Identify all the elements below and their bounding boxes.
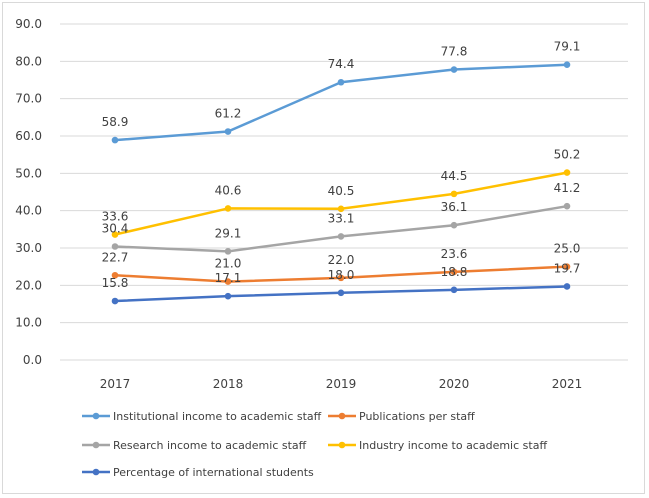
legend-label: Percentage of international students — [113, 466, 314, 479]
data-label: 30.4 — [102, 222, 129, 236]
data-label: 33.1 — [328, 211, 355, 225]
legend-item: Percentage of international students — [82, 466, 314, 479]
legend-marker — [338, 441, 346, 449]
data-point — [224, 292, 232, 300]
data-point — [337, 274, 345, 282]
data-point — [337, 289, 345, 297]
data-label: 17.1 — [215, 271, 242, 285]
data-label: 25.0 — [554, 242, 581, 256]
data-label: 15.8 — [102, 276, 129, 290]
gridlines — [60, 23, 628, 361]
data-label: 58.9 — [102, 115, 129, 129]
data-point — [563, 61, 571, 68]
y-tick-label: 60.0 — [15, 129, 42, 143]
data-point — [111, 243, 119, 250]
data-point — [111, 297, 119, 305]
data-point — [337, 78, 345, 86]
legend-item: Industry income to academic staff — [328, 439, 547, 452]
data-point — [450, 268, 458, 276]
data-label: 23.6 — [441, 247, 468, 261]
data-label: 41.2 — [554, 181, 581, 195]
data-label: 61.2 — [215, 107, 242, 121]
y-tick-label: 90.0 — [15, 17, 42, 31]
x-tick-label: 2019 — [326, 377, 357, 391]
data-label: 22.7 — [102, 250, 129, 264]
legend-item: Publications per staff — [328, 410, 475, 423]
data-point — [337, 205, 345, 213]
data-point — [450, 190, 458, 198]
data-label: 33.6 — [102, 210, 129, 224]
data-point — [224, 278, 232, 285]
y-tick-label: 0.0 — [23, 353, 42, 367]
data-point — [111, 231, 119, 238]
legend-label: Institutional income to academic staff — [113, 410, 322, 423]
data-label: 36.1 — [441, 200, 468, 214]
series-lines — [111, 61, 571, 305]
data-label: 40.5 — [328, 184, 355, 198]
legend-marker — [92, 468, 100, 476]
data-label: 29.1 — [215, 226, 242, 240]
legend-marker — [92, 441, 100, 449]
data-label: 19.7 — [554, 261, 581, 275]
data-label: 77.8 — [441, 45, 468, 59]
data-point — [111, 136, 119, 144]
legend-label: Industry income to academic staff — [359, 439, 547, 452]
y-tick-label: 20.0 — [15, 278, 42, 292]
data-point — [450, 66, 458, 73]
data-point — [563, 283, 571, 290]
y-axis: 0.0 10.0 20.0 30.0 40.0 50.0 60.0 70.0 80.0 90.0 — [15, 17, 42, 367]
data-point — [224, 248, 232, 255]
x-tick-label: 2018 — [213, 377, 244, 391]
data-label: 18.8 — [441, 265, 468, 279]
data-point — [337, 233, 345, 240]
y-tick-label: 70.0 — [15, 92, 42, 106]
legend-marker — [92, 412, 100, 420]
y-tick-label: 30.0 — [15, 241, 42, 255]
y-tick-label: 50.0 — [15, 166, 42, 180]
legend-label: Publications per staff — [359, 410, 475, 423]
data-point — [450, 286, 458, 294]
x-tick-label: 2020 — [439, 377, 470, 391]
data-label: 40.6 — [215, 183, 242, 197]
data-label: 18.0 — [328, 268, 355, 282]
data-point — [224, 128, 232, 135]
y-tick-label: 80.0 — [15, 54, 42, 68]
data-point — [111, 271, 119, 279]
x-tick-label: 2021 — [552, 377, 583, 391]
y-tick-label: 10.0 — [15, 316, 42, 330]
data-label: 44.5 — [441, 169, 468, 183]
legend-item: Institutional income to academic staff — [82, 410, 322, 423]
legend-item: Research income to academic staff — [82, 439, 307, 452]
series-line — [114, 63, 568, 142]
x-axis: 2017 2018 2019 2020 2021 — [100, 377, 583, 391]
data-point — [563, 263, 571, 270]
legend-label: Research income to academic staff — [113, 439, 307, 452]
data-label: 22.0 — [328, 253, 355, 267]
data-labels: 58.9 61.2 74.4 77.8 79.1 22.7 21.0 22.0 23.6 25.0… — [102, 40, 581, 290]
legend-marker — [338, 412, 346, 420]
y-tick-label: 40.0 — [15, 204, 42, 218]
data-point — [563, 169, 571, 176]
data-point — [450, 221, 458, 229]
x-tick-label: 2017 — [100, 377, 131, 391]
data-label: 50.2 — [554, 148, 581, 162]
data-point — [224, 205, 232, 212]
data-point — [563, 202, 571, 210]
data-label: 79.1 — [554, 40, 581, 54]
data-label: 74.4 — [328, 57, 355, 71]
legend: Institutional income to academic staff Pu… — [82, 410, 547, 479]
data-label: 21.0 — [215, 257, 242, 271]
